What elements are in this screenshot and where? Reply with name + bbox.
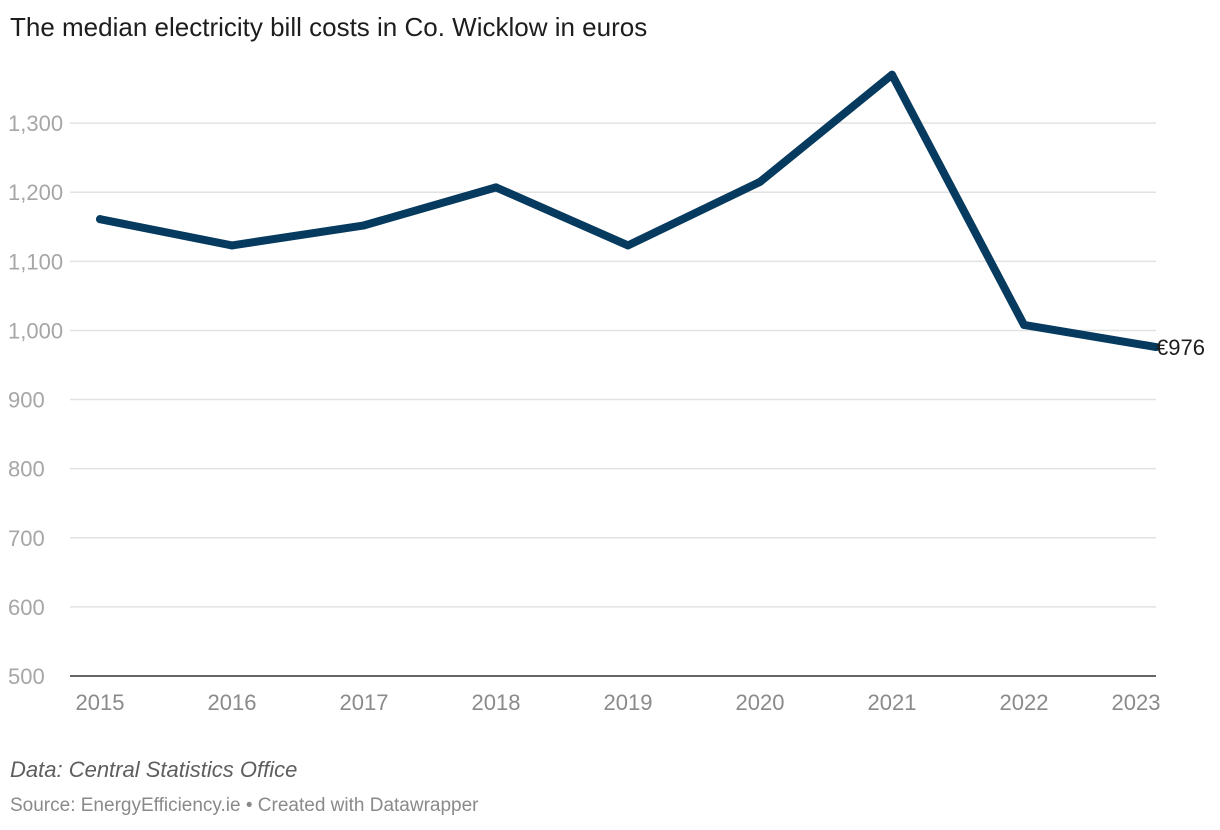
y-tick-label: 600 [8, 595, 45, 620]
x-tick-label: 2020 [736, 690, 785, 715]
data-point-2016 [228, 241, 236, 250]
data-point-2017 [360, 221, 368, 230]
y-tick-label: 1,300 [8, 111, 63, 136]
data-point-2021 [888, 70, 896, 79]
x-axis: 2015 2016 2017 2018 2019 2020 2021 2022 2023 [70, 675, 1161, 715]
x-tick-label: 2021 [868, 690, 917, 715]
data-point-2023 [1152, 343, 1160, 352]
y-tick-label: 700 [8, 526, 45, 551]
x-tick-label: 2015 [76, 690, 125, 715]
series [96, 70, 1160, 352]
chart-title: The median electricity bill costs in Co.… [10, 12, 648, 42]
x-tick-label: 2022 [1000, 690, 1049, 715]
data-point-2019 [624, 241, 632, 250]
data-point-2018 [492, 183, 500, 192]
data-labels: €976 [1156, 335, 1205, 360]
data-point-2022 [1020, 320, 1028, 329]
end-value-label: €976 [1156, 335, 1205, 360]
data-credit: Data: Central Statistics Office [10, 757, 298, 782]
data-point-2015 [96, 215, 104, 224]
y-tick-label: 1,000 [8, 318, 63, 343]
series-line [96, 70, 1160, 352]
data-point-2020 [756, 177, 764, 186]
source-credit: Source: EnergyEfficiency.ie • Created wi… [10, 795, 479, 816]
x-tick-label: 2018 [472, 690, 521, 715]
y-tick-label: 900 [8, 388, 45, 413]
x-tick-label: 2016 [208, 690, 257, 715]
x-tick-label: 2019 [604, 690, 653, 715]
grid-lines [70, 122, 1156, 608]
y-tick-label: 500 [8, 664, 45, 689]
x-tick-label: 2017 [340, 690, 389, 715]
y-tick-label: 1,100 [8, 249, 63, 274]
y-axis: 500 600 700 800 900 1,000 1,100 1,200 1,300 [8, 111, 63, 689]
x-tick-label: 2023 [1112, 690, 1161, 715]
y-tick-label: 1,200 [8, 180, 63, 205]
y-tick-label: 800 [8, 457, 45, 482]
